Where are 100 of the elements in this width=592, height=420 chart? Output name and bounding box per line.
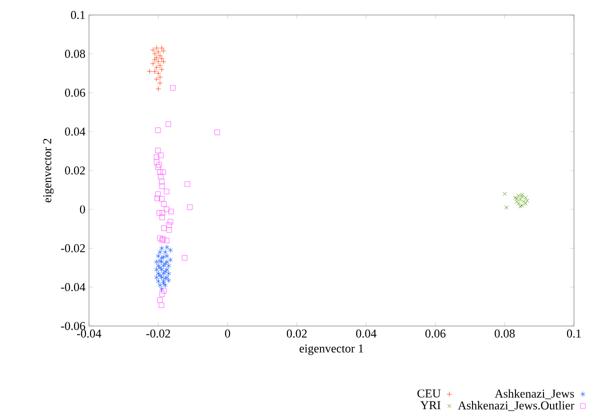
point — [155, 164, 161, 170]
point — [146, 68, 152, 74]
point — [520, 192, 524, 197]
x-tick-label: 0.06 — [425, 330, 446, 338]
point — [154, 154, 160, 160]
point — [156, 86, 162, 92]
point — [504, 205, 508, 210]
point — [164, 244, 170, 250]
point — [158, 282, 162, 288]
point — [154, 159, 160, 165]
y-tick-label: 0 — [80, 205, 86, 214]
point — [166, 262, 172, 268]
point — [166, 121, 172, 127]
legend-label: CEU — [417, 389, 441, 398]
point — [159, 56, 164, 62]
point — [159, 286, 164, 292]
point — [150, 60, 156, 66]
point — [159, 45, 164, 51]
point — [159, 246, 164, 251]
point — [520, 203, 524, 208]
point — [160, 169, 166, 175]
point — [502, 192, 507, 196]
point — [155, 148, 161, 154]
y-tick-label: 0.06 — [65, 88, 86, 97]
point — [156, 58, 162, 64]
point — [157, 80, 163, 86]
point — [182, 255, 188, 261]
point — [157, 297, 163, 303]
point — [159, 66, 164, 72]
point — [155, 191, 161, 197]
point — [160, 58, 166, 64]
point — [154, 196, 160, 202]
point — [164, 206, 170, 212]
point — [157, 53, 163, 59]
x-tick-label: 0.1 — [566, 330, 581, 338]
point — [158, 152, 164, 158]
y-tick-label: 0.02 — [65, 166, 85, 175]
point — [161, 225, 167, 231]
point — [164, 253, 170, 259]
point — [159, 183, 165, 189]
point — [156, 278, 161, 284]
point — [150, 47, 156, 53]
legend-label: Ashkenazi_Jews — [494, 389, 574, 400]
point — [168, 257, 173, 263]
point — [514, 196, 519, 201]
point — [166, 270, 172, 276]
point — [159, 214, 165, 220]
point — [159, 196, 164, 202]
point — [159, 178, 164, 184]
x-tick-label: -0.02 — [146, 330, 170, 338]
legend-label: YRI — [420, 401, 440, 410]
point — [152, 51, 158, 57]
point — [187, 204, 193, 210]
x-axis-title: eigenvector 1 — [300, 344, 364, 355]
y-tick-label: 0.04 — [65, 128, 86, 136]
point — [154, 45, 160, 51]
point — [156, 70, 162, 76]
x-tick-label: 0.04 — [356, 330, 376, 338]
y-tick-label: 0.08 — [65, 50, 86, 58]
point — [162, 249, 168, 255]
point — [518, 198, 522, 202]
point — [158, 174, 164, 180]
point — [166, 278, 172, 284]
x-tick-label: 0.02 — [286, 330, 307, 338]
point — [522, 200, 526, 204]
point — [158, 302, 164, 308]
point — [159, 291, 165, 297]
point — [160, 210, 166, 216]
point — [516, 202, 521, 206]
point — [184, 181, 190, 187]
point — [161, 201, 167, 207]
point — [160, 48, 166, 54]
y-axis-title: eigenvector 2 — [43, 138, 54, 202]
point — [152, 68, 158, 74]
point — [166, 227, 172, 233]
point — [156, 162, 162, 168]
legend-label: Ashkenazi_Jews.Outlier — [458, 401, 574, 411]
x-tick-label: -0.04 — [76, 330, 102, 338]
point — [516, 194, 521, 198]
point — [520, 194, 524, 199]
point — [156, 210, 162, 216]
point — [157, 74, 163, 80]
y-tick-label: -0.06 — [61, 322, 86, 330]
point — [168, 247, 173, 253]
point — [168, 218, 174, 224]
point — [170, 85, 176, 91]
point — [157, 169, 163, 175]
point — [523, 196, 528, 200]
y-tick-label: -0.04 — [61, 283, 86, 292]
point — [168, 208, 174, 214]
point — [154, 64, 160, 70]
point — [156, 49, 162, 55]
point — [166, 222, 172, 228]
x-tick-label: 0 — [225, 330, 230, 338]
y-tick-label: 0.1 — [70, 10, 85, 20]
point — [157, 62, 163, 68]
y-tick-label: -0.02 — [61, 244, 85, 252]
point — [154, 274, 159, 280]
point — [164, 188, 170, 194]
point — [164, 238, 170, 244]
